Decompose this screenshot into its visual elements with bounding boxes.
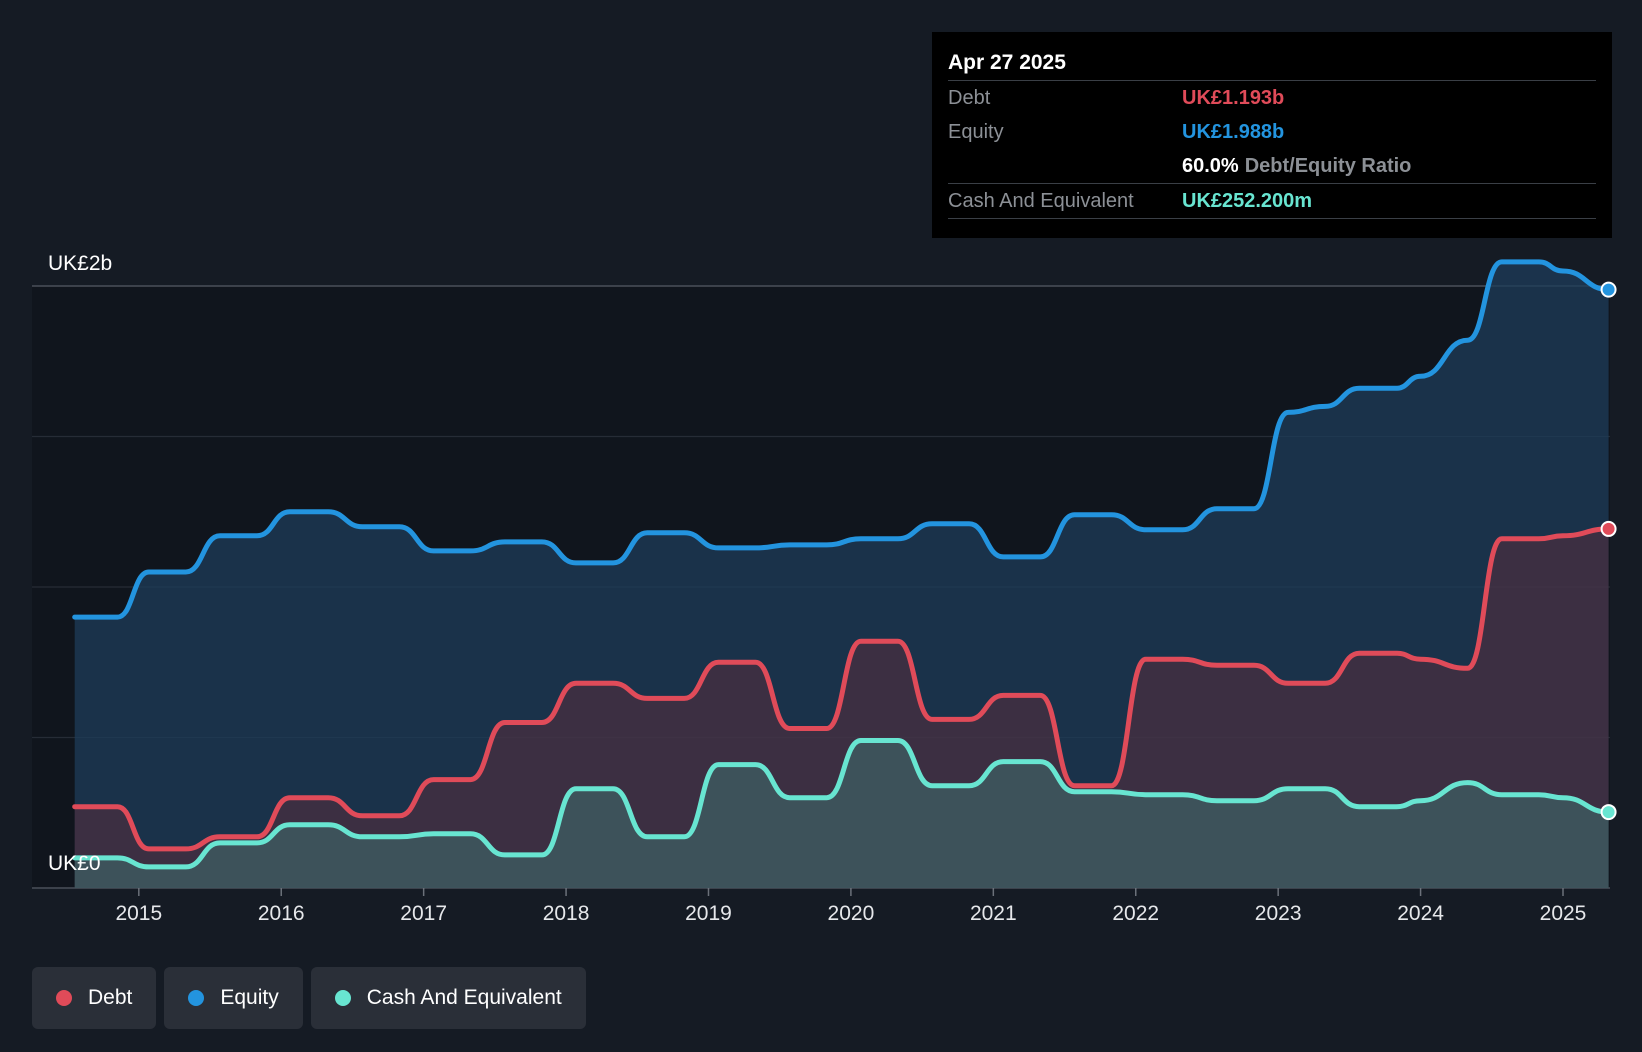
- x-tick-label-2019: 2019: [685, 902, 732, 925]
- cash-and-equivalent-line: [72, 738, 1612, 870]
- tooltip-equity-value: UK£1.988b: [1182, 120, 1285, 143]
- series-lines: [72, 259, 1612, 870]
- x-axis: 2015 2016 2017 2018 2019 2020 2021 2022 2023 2024…: [115, 888, 1586, 925]
- y-axis-bottom-label: UK£0: [48, 852, 101, 875]
- tooltip-date: Apr 27 2025: [948, 51, 1066, 74]
- tooltip-row-debt: Debt UK£1.193b: [948, 80, 1596, 115]
- tooltip-debt-label: Debt: [948, 86, 991, 109]
- legend-item-equity[interactable]: Equity: [164, 967, 303, 1029]
- tooltip-ratio-label: Debt/Equity Ratio: [1244, 154, 1412, 177]
- tooltip-row-equity: Equity UK£1.988b: [948, 115, 1596, 149]
- tooltip-cash-value: UK£252.200m: [1182, 189, 1313, 212]
- debt-line: [72, 526, 1612, 852]
- x-tick-label-2018: 2018: [543, 902, 590, 925]
- x-tick-label-2016: 2016: [258, 902, 305, 925]
- x-tick-label-2020: 2020: [828, 902, 875, 925]
- debt-endpoint: [1600, 520, 1617, 537]
- legend-cash-label: Cash And Equivalent: [366, 986, 562, 1009]
- tooltip: Apr 27 2025 Debt UK£1.193b Equity UK£1.9…: [932, 32, 1612, 238]
- tooltip-row-ratio: 60.0% Debt/Equity Ratio: [948, 149, 1596, 183]
- tooltip-equity-label: Equity: [948, 120, 1004, 143]
- debt-dot-icon: [56, 990, 72, 1006]
- x-tick-label-2024: 2024: [1397, 902, 1444, 925]
- equity-line: [72, 259, 1612, 620]
- series-endpoints: [1600, 281, 1617, 821]
- cash-and-equivalent-area: [74, 740, 1609, 888]
- cash-dot-icon: [334, 990, 351, 1006]
- tooltip-row-cash: Cash And Equivalent UK£252.200m: [948, 183, 1596, 219]
- legend-item-debt[interactable]: Debt: [32, 967, 157, 1029]
- x-tick-label-2025: 2025: [1540, 902, 1587, 925]
- tooltip-cash-label: Cash And Equivalent: [948, 189, 1134, 212]
- x-tick-label-2023: 2023: [1255, 902, 1302, 925]
- x-tick-label-2017: 2017: [400, 902, 447, 925]
- legend-debt-label: Debt: [88, 986, 133, 1009]
- tooltip-ratio-value: 60.0%: [1182, 154, 1239, 177]
- equity-endpoint: [1600, 281, 1617, 298]
- cash-and-equivalent-endpoint: [1600, 804, 1617, 821]
- tooltip-debt-value: UK£1.193b: [1182, 86, 1285, 109]
- legend-item-cash[interactable]: Cash And Equivalent: [310, 967, 586, 1029]
- x-tick-label-2021: 2021: [970, 902, 1017, 925]
- legend-equity-label: Equity: [220, 986, 279, 1009]
- legend: Debt Equity Cash And Equivalent: [32, 967, 586, 1029]
- y-axis-top-label: UK£2b: [48, 252, 112, 275]
- x-tick-label-2015: 2015: [115, 902, 162, 925]
- equity-dot-icon: [188, 990, 205, 1006]
- x-tick-label-2022: 2022: [1112, 902, 1159, 925]
